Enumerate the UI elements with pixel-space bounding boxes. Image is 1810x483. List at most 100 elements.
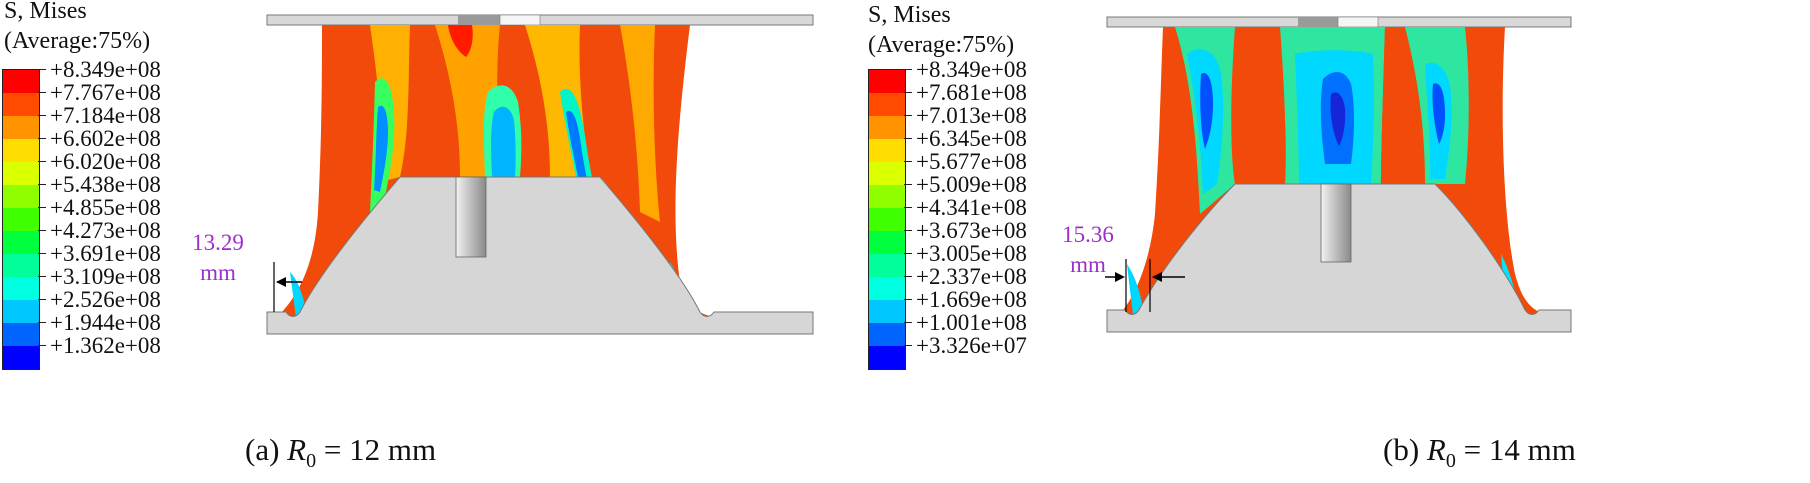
caption-rest: = 14 mm: [1463, 432, 1576, 467]
dimension-unit: mm: [1070, 252, 1106, 277]
caption-symbol: R: [287, 432, 307, 467]
dimension-label: 13.29 mm: [188, 228, 248, 288]
legend-swatch: [3, 70, 39, 93]
legend-value-label: +8.349e+08: [916, 57, 1027, 82]
legend-value-label: +7.681e+08: [916, 80, 1027, 105]
caption-b: (b) R0 = 14 mm: [1383, 432, 1576, 473]
legend-tick: [38, 207, 46, 208]
center-pin: [1320, 183, 1352, 263]
legend-swatch: [3, 323, 39, 346]
legend-tick: [904, 115, 912, 116]
legend-tick: [904, 299, 912, 300]
legend-value-label: +8.349e+08: [50, 57, 161, 82]
legend-title-line2: (Average:75%): [868, 32, 1015, 58]
legend-tick: [904, 253, 912, 254]
legend-tick: [904, 138, 912, 139]
legend-tick: [38, 138, 46, 139]
caption-a: (a) R0 = 12 mm: [245, 432, 436, 473]
legend-swatch: [3, 208, 39, 231]
legend-tick: [38, 276, 46, 277]
legend-tick: [904, 161, 912, 162]
legend-swatch: [3, 231, 39, 254]
legend-tick: [38, 253, 46, 254]
legend-value-label: +3.691e+08: [50, 241, 161, 266]
legend-value-label: +6.602e+08: [50, 126, 161, 151]
panel-b: S, Mises (Average:75%) +8.349e+08 +7.681e…: [868, 0, 1810, 483]
legend-value-label: +5.009e+08: [916, 172, 1027, 197]
legend-tick: [904, 230, 912, 231]
legend-swatch: [869, 139, 905, 162]
legend-tick: [38, 184, 46, 185]
legend-value-label: +3.673e+08: [916, 218, 1027, 243]
legend-tick: [904, 322, 912, 323]
legend-value-label: +6.020e+08: [50, 149, 161, 174]
legend-swatch: [869, 162, 905, 185]
legend-value-label: +4.855e+08: [50, 195, 161, 220]
top-plate-insert: [458, 15, 500, 25]
dimension-label: 15.36 mm: [1058, 220, 1118, 280]
center-pin: [455, 176, 487, 258]
legend-value-label: +3.005e+08: [916, 241, 1027, 266]
dimension-value: 13.29: [192, 230, 244, 255]
legend-value-label: +6.345e+08: [916, 126, 1027, 151]
legend-tick: [904, 184, 912, 185]
legend-value-label: +7.184e+08: [50, 103, 161, 128]
legend-swatch: [869, 231, 905, 254]
caption-prefix: (a): [245, 432, 280, 467]
legend-tick: [38, 115, 46, 116]
legend-swatch: [3, 346, 39, 369]
legend-value-label: +1.944e+08: [50, 310, 161, 335]
legend-value-label: +2.337e+08: [916, 264, 1027, 289]
legend-title-line2: (Average:75%): [4, 28, 151, 54]
legend-value-label: +4.273e+08: [50, 218, 161, 243]
top-plate-insert: [1298, 17, 1338, 27]
fem-contour-figure-b: [1105, 16, 1572, 333]
legend-tick: [38, 322, 46, 323]
legend-swatch: [3, 162, 39, 185]
legend-value-label: +5.438e+08: [50, 172, 161, 197]
legend-swatch: [3, 277, 39, 300]
legend-swatch: [3, 139, 39, 162]
legend-swatch: [3, 300, 39, 323]
legend-color-bar: [868, 69, 906, 370]
legend-value-label: +5.677e+08: [916, 149, 1027, 174]
legend-tick: [38, 69, 46, 70]
legend-value-label: +3.326e+07: [916, 333, 1027, 358]
panel-a: S, Mises (Average:75%) +8.349e+08 +7.767e…: [2, 0, 814, 473]
fem-contour-figure-a: [266, 14, 814, 335]
legend-swatch: [869, 208, 905, 231]
base-block: [266, 176, 814, 335]
legend-swatch: [869, 93, 905, 116]
legend-value-label: +4.341e+08: [916, 195, 1027, 220]
legend-swatch: [3, 116, 39, 139]
legend-title-line1: S, Mises: [868, 2, 951, 28]
legend-tick: [904, 92, 912, 93]
legend-tick: [38, 345, 46, 346]
legend-tick: [38, 92, 46, 93]
legend-title-line1: S, Mises: [4, 0, 87, 24]
legend-value-label: +7.013e+08: [916, 103, 1027, 128]
legend-swatch: [869, 346, 905, 369]
caption-subscript: 0: [306, 450, 317, 473]
legend-tick: [904, 276, 912, 277]
legend-tick: [904, 345, 912, 346]
legend-swatch: [869, 116, 905, 139]
legend-swatch: [869, 254, 905, 277]
legend-value-label: +2.526e+08: [50, 287, 161, 312]
legend-swatch: [869, 277, 905, 300]
legend-value-label: +1.362e+08: [50, 333, 161, 358]
legend-tick: [904, 207, 912, 208]
legend-value-label: +3.109e+08: [50, 264, 161, 289]
legend-value-label: +7.767e+08: [50, 80, 161, 105]
caption-prefix: (b): [1383, 432, 1420, 467]
legend-value-label: +1.001e+08: [916, 310, 1027, 335]
legend-value-label: +1.669e+08: [916, 287, 1027, 312]
legend-tick: [38, 161, 46, 162]
legend-color-bar: [2, 69, 40, 370]
legend-swatch: [3, 185, 39, 208]
caption-rest: = 12 mm: [323, 432, 437, 467]
legend-swatch: [3, 254, 39, 277]
legend-swatch: [869, 70, 905, 93]
legend-swatch: [3, 93, 39, 116]
caption-symbol: R: [1426, 432, 1446, 467]
